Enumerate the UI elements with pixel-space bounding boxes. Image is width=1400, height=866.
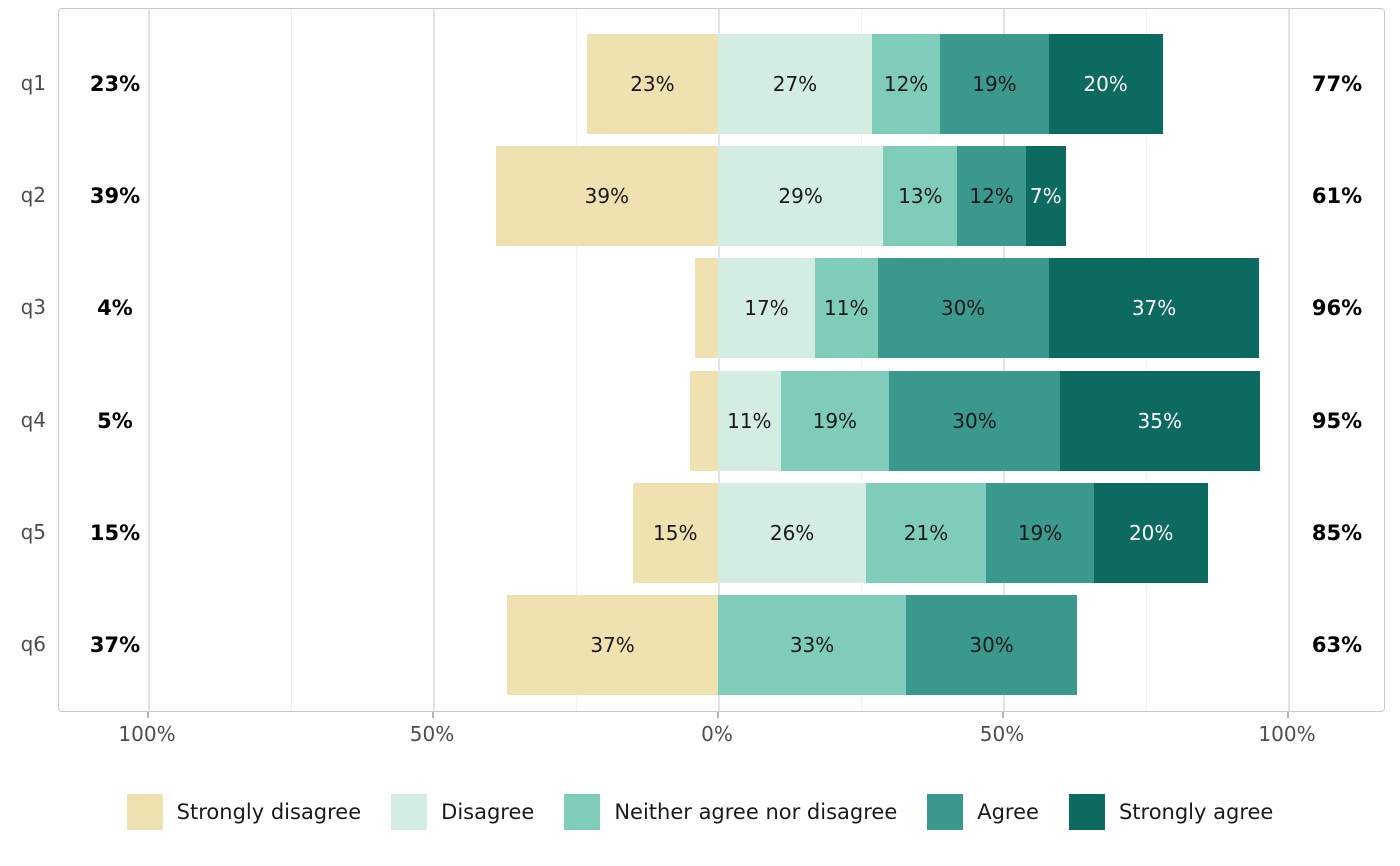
bar-segment: 11% [814,258,878,359]
legend-label: Agree [977,800,1039,824]
question-label: q6 [20,632,46,656]
bar-segment: 30% [906,595,1078,695]
legend-label: Strongly agree [1118,800,1274,824]
legend: Strongly disagree Disagree Neither agree n… [0,794,1400,830]
pos-total-label: 96% [1311,296,1363,321]
gridline-minor [1145,9,1147,711]
legend-item: Agree [927,794,1039,830]
legend-item: Strongly disagree [126,794,362,830]
gridline-major [433,9,435,711]
x-tick-mark [432,712,434,718]
gridline-minor [575,9,577,711]
x-tick-label: 100% [118,722,176,746]
bar-segment: 17% [718,258,815,359]
bar-segment: 37% [507,595,718,695]
bar-segment: 7% [1025,146,1066,247]
legend-key-swatch [564,794,601,830]
x-tick-mark [1002,712,1004,718]
legend-key-swatch [927,794,964,830]
legend-item: Strongly agree [1068,794,1274,830]
bar-segment: 12% [957,146,1026,247]
neg-total-label: 15% [89,520,141,545]
bar-segment: 23% [586,34,718,134]
x-tick-mark [1287,712,1289,718]
legend-key-swatch [391,794,428,830]
bar-segment: 30% [889,370,1060,471]
gridline-major [1003,9,1005,711]
x-tick-label: 50% [979,722,1025,746]
pos-total-label: 61% [1311,184,1363,209]
x-tick-mark [717,712,719,718]
legend-label: Neither agree nor disagree [614,800,898,824]
legend-key-swatch [1068,794,1105,830]
bar-segment: 15% [632,482,718,583]
bar-segment: 20% [1094,482,1209,583]
gridline-major [148,9,150,711]
x-tick-mark [147,712,149,718]
neg-total-label: 5% [97,408,133,433]
gridline-major [1288,9,1290,711]
pos-total-label: 77% [1311,72,1363,96]
question-label: q1 [20,71,46,95]
bar-segment: 27% [718,34,872,134]
bar-segment: 19% [780,370,889,471]
gridline-minor [290,9,292,711]
bar-segment: 13% [883,146,958,247]
neg-total-label: 37% [89,633,141,657]
question-label: q5 [20,519,46,544]
pos-total-label: 63% [1311,633,1363,657]
x-tick-label: 100% [1258,722,1316,746]
question-label: q4 [20,407,46,432]
bar-segment: 21% [866,482,986,583]
legend-item: Neither agree nor disagree [564,794,897,830]
neg-total-label: 23% [89,72,141,96]
bar-segment: 29% [718,146,884,247]
question-label: q2 [20,183,46,208]
bar-segment: 19% [985,482,1095,583]
bar-segment: 33% [718,595,907,695]
bar-segment: 35% [1060,370,1260,471]
bar-segment [695,258,718,359]
x-tick-label: 0% [701,722,733,746]
bar-segment: 39% [495,146,718,247]
bar-segment [689,370,718,471]
bar-segment: 11% [718,370,781,471]
gridline-minor [860,9,862,711]
bar-segment: 19% [940,34,1049,134]
legend-label: Strongly disagree [176,800,362,824]
legend-label: Disagree [441,800,535,824]
neg-total-label: 4% [97,296,133,321]
bar-segment: 30% [877,258,1049,359]
question-label: q3 [20,295,46,320]
legend-key-swatch [126,794,163,830]
bar-segment: 12% [871,34,941,134]
gridline-major [718,9,720,711]
x-tick-label: 50% [409,722,455,746]
pos-total-label: 95% [1311,408,1363,433]
pos-total-label: 85% [1311,520,1363,545]
bar-segment: 26% [718,482,867,583]
legend-item: Disagree [391,794,534,830]
bar-segment: 20% [1048,34,1163,134]
bar-segment: 37% [1048,258,1260,359]
neg-total-label: 39% [89,184,141,209]
plot-panel: 23% 27% 12% 19% 20% 23% 77% 39% 29% 13% 12% 7% 39% 61… [58,8,1385,712]
